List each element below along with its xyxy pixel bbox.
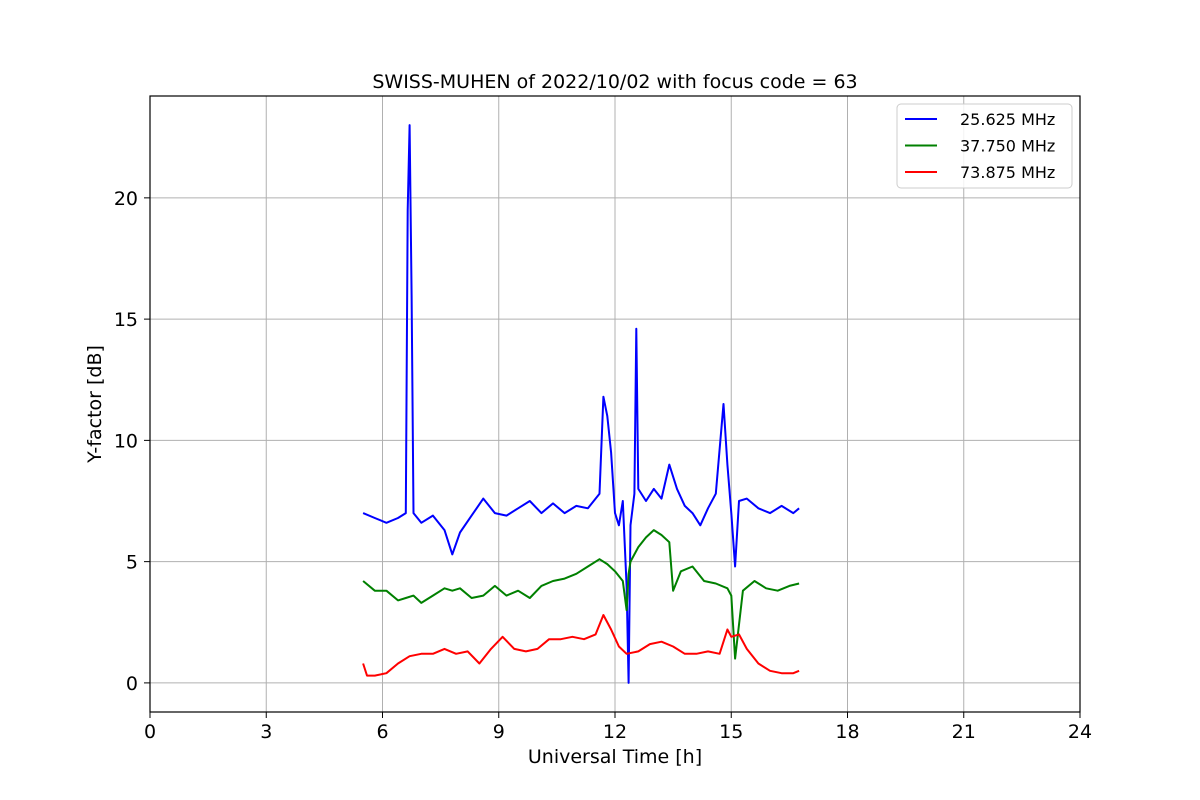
x-tick-label: 6 [376,721,388,743]
y-tick-label: 10 [114,430,138,452]
y-tick-label: 20 [114,188,138,210]
legend-label: 25.625 MHz [960,110,1055,129]
x-tick-label: 18 [835,721,859,743]
y-axis: 0 5 10 15 20 [114,188,150,695]
x-axis-label: Universal Time [h] [528,746,702,768]
x-axis: 0 3 6 9 12 15 18 21 24 [144,712,1092,743]
x-tick-label: 0 [144,721,156,743]
x-tick-label: 12 [603,721,627,743]
y-tick-label: 0 [126,673,138,695]
chart-title: SWISS-MUHEN of 2022/10/02 with focus cod… [372,71,857,93]
x-tick-label: 21 [952,721,976,743]
x-tick-label: 3 [260,721,272,743]
y-tick-label: 5 [126,552,138,574]
legend: 25.625 MHz 37.750 MHz 73.875 MHz [896,103,1073,189]
series-line-1 [362,124,800,684]
series-line-3 [362,614,800,677]
legend-label: 37.750 MHz [960,137,1055,156]
grid [149,96,1081,712]
legend-box [896,103,1073,189]
x-tick-label: 15 [719,721,743,743]
series-line-2 [362,529,800,660]
x-tick-label: 24 [1068,721,1092,743]
x-tick-label: 9 [493,721,505,743]
y-axis-label: Y-factor [dB] [84,345,106,464]
y-tick-label: 15 [114,309,138,331]
series-layer [362,124,800,684]
legend-label: 73.875 MHz [960,163,1055,182]
